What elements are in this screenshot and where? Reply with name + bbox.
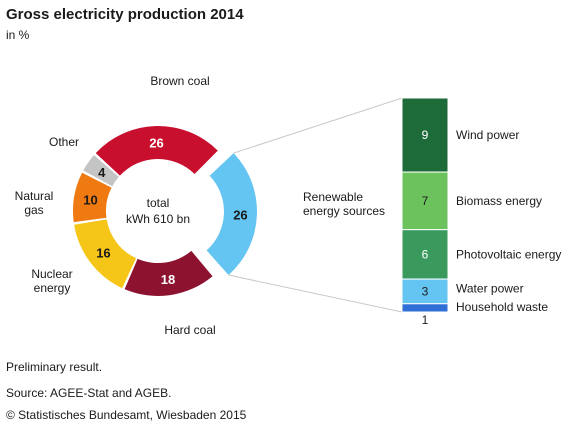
bar-label-wind-power: Wind power [456,128,519,142]
slice-value-natural-gas: 10 [83,193,97,208]
slice-label-brown-coal: Brown coal [150,74,209,88]
bar-value-photovoltaic-energy: 6 [422,247,429,261]
source-note: Source: AGEE-Stat and AGEB. [6,386,172,400]
connector-line-bottom [228,274,403,313]
slice-label-hard-coal: Hard coal [164,323,215,337]
center-label: total kWh 610 bn [126,196,190,226]
bar-label-biomass-energy: Biomass energy [456,194,542,208]
bar-label-household-waste: Household waste [456,300,548,314]
slice-value-other: 4 [98,165,106,180]
connector-line-top [233,97,403,154]
bar-label-photovoltaic-energy: Photovoltaic energy [456,247,561,261]
slice-value-brown-coal: 26 [149,136,163,151]
slice-label-other: Other [49,135,79,149]
slice-label-natural-gas: Natural gas [15,189,54,217]
slice-nuclear-energy [74,219,137,289]
slice-label-renewable-energy-sources: Renewable energy sources [303,190,385,218]
bar-segment-water-power [401,278,449,305]
slice-hard-coal [124,250,213,296]
bar-segment-biomass-energy [401,171,449,231]
bar-value-wind-power: 9 [422,128,429,142]
slice-natural-gas [73,172,112,223]
bar-segment-household-waste [401,303,449,313]
chart-title: Gross electricity production 2014 [6,6,244,23]
slice-label-nuclear-energy: Nuclear energy [31,267,72,295]
bar-value-household-waste: 1 [422,313,429,327]
slice-other [83,155,119,187]
slice-value-hard-coal: 18 [161,272,175,287]
bar-segment-photovoltaic-energy [401,229,449,280]
copyright-note: © Statistisches Bundesamt, Wiesbaden 201… [6,408,247,422]
slice-brown-coal [95,126,218,176]
slice-value-renewable-energy-sources: 26 [233,207,247,222]
slice-renewable-energy-sources [206,153,257,276]
bar-value-biomass-energy: 7 [422,194,429,208]
bar-label-water-power: Water power [456,281,524,295]
footnote: Preliminary result. [6,360,103,374]
chart-subtitle: in % [6,28,30,42]
bar-value-water-power: 3 [422,284,429,298]
slice-value-nuclear-energy: 16 [96,245,110,260]
